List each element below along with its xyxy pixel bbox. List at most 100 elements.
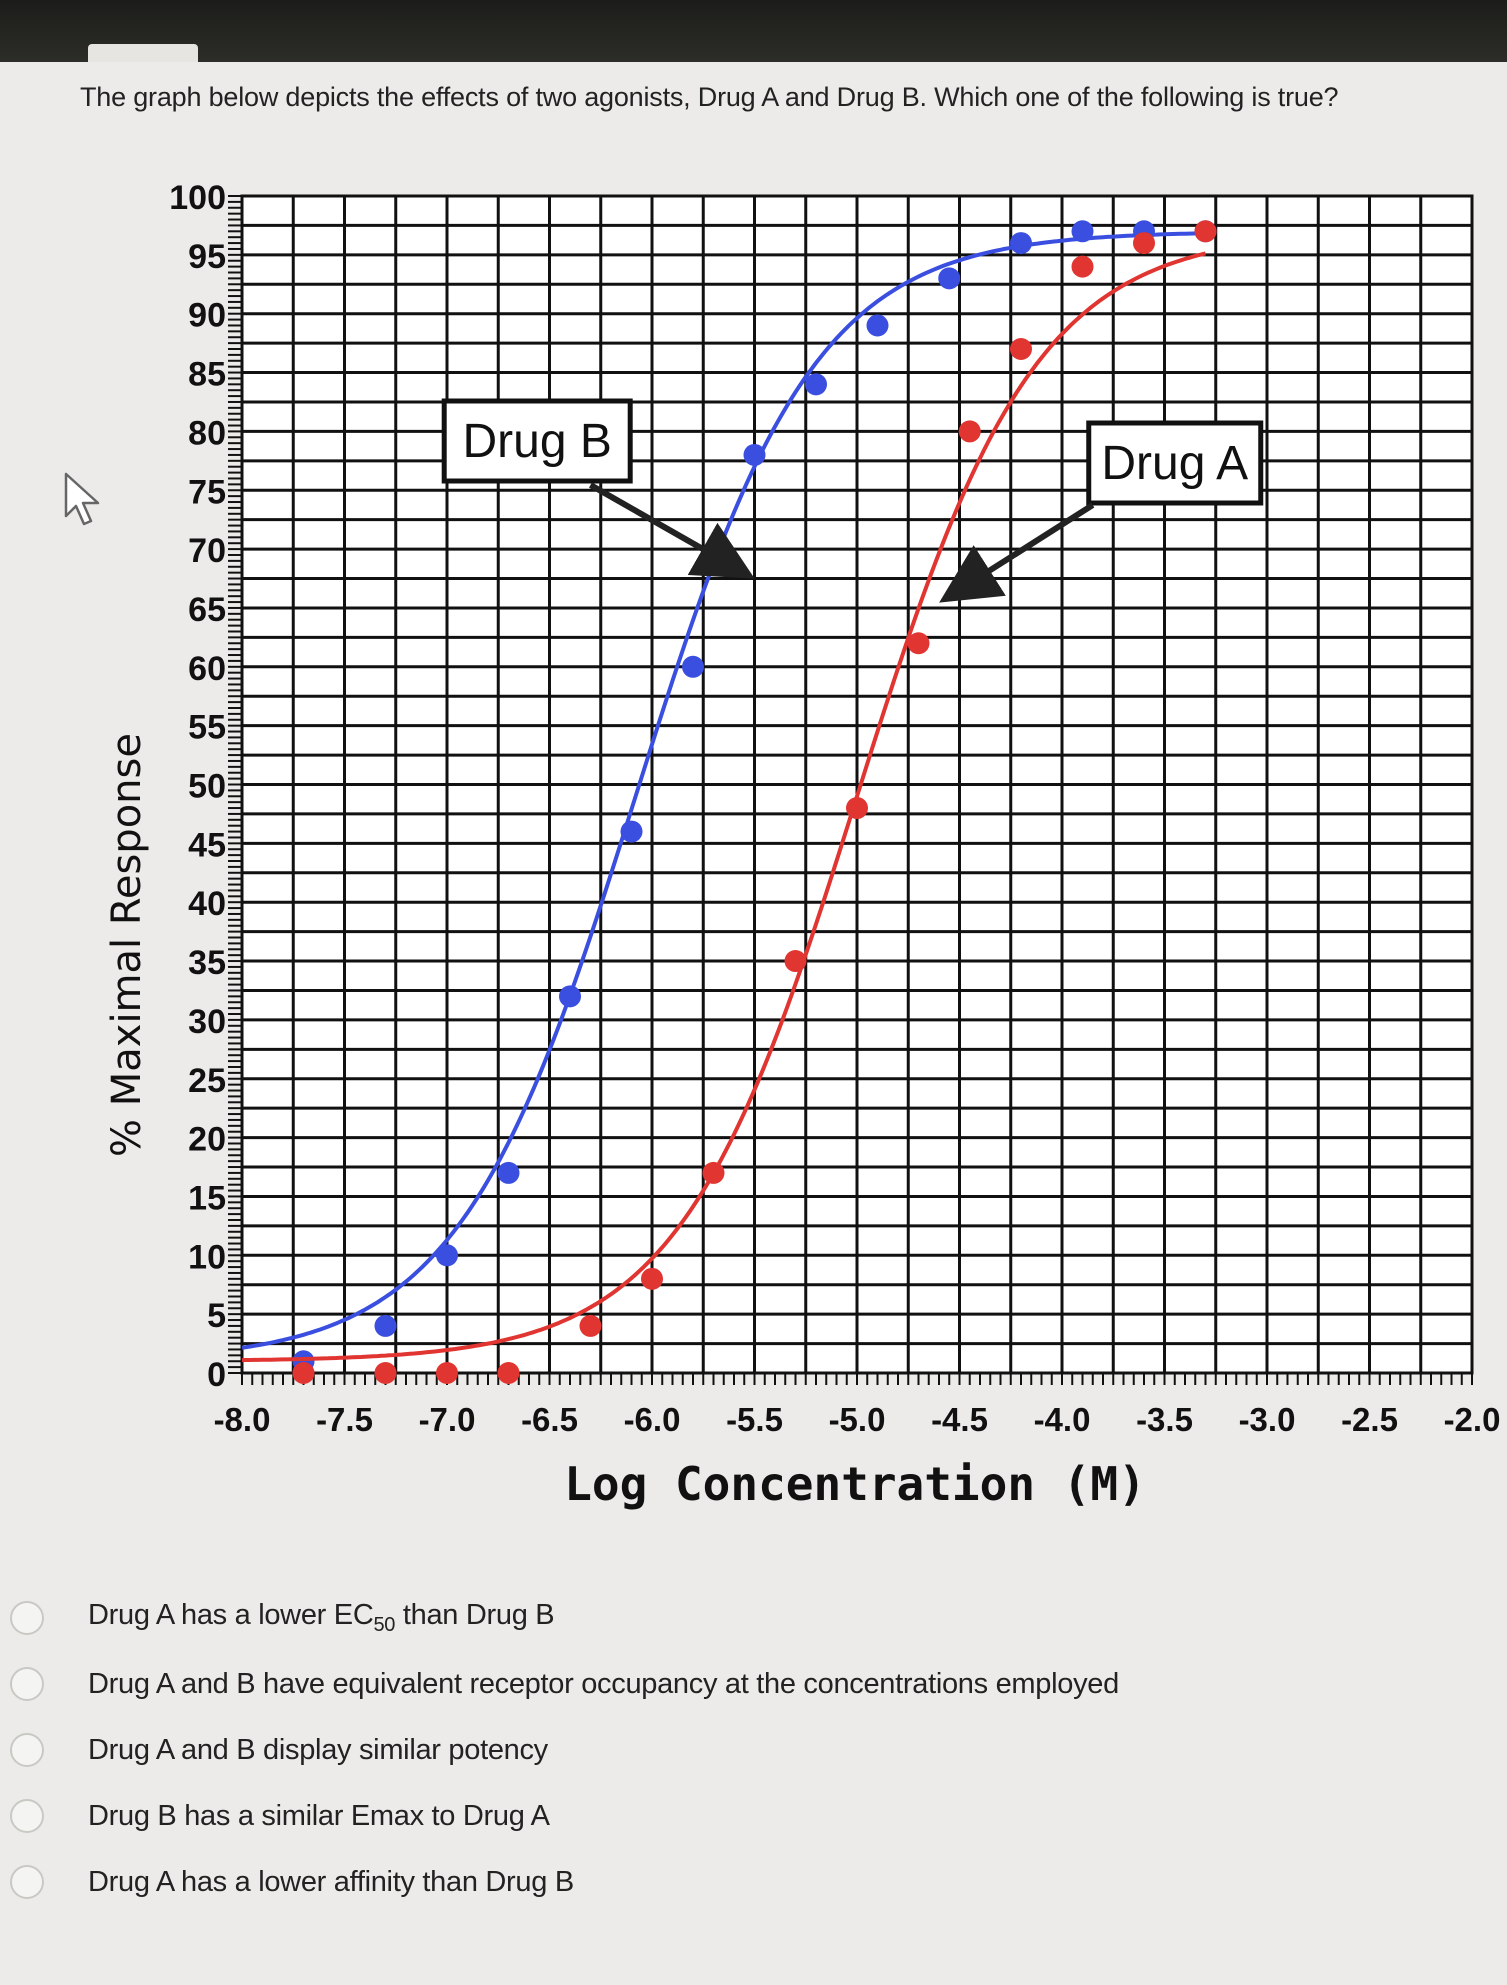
x-tick-label: -7.0 bbox=[419, 1401, 476, 1438]
radio-button[interactable] bbox=[10, 1601, 44, 1635]
y-tick-label: 65 bbox=[188, 591, 226, 629]
radio-button[interactable] bbox=[10, 1667, 44, 1701]
data-point-drug-b bbox=[682, 655, 704, 678]
y-tick-label: 45 bbox=[188, 826, 226, 864]
y-tick-label: 40 bbox=[188, 885, 226, 923]
x-tick-label: -8.0 bbox=[214, 1401, 271, 1438]
data-point-drug-b bbox=[1071, 220, 1094, 243]
answer-option[interactable]: Drug A has a lower EC50 than Drug B bbox=[10, 1585, 1119, 1651]
data-point-drug-b bbox=[497, 1161, 520, 1184]
data-point-drug-b bbox=[866, 314, 889, 337]
radio-button[interactable] bbox=[10, 1799, 44, 1833]
x-tick-label: -5.0 bbox=[829, 1401, 886, 1438]
data-point-drug-a bbox=[907, 632, 930, 655]
option-text-suffix: than Drug B bbox=[395, 1599, 555, 1632]
y-tick-label: 55 bbox=[188, 709, 226, 747]
option-text: Drug A and B display similar potency bbox=[88, 1733, 548, 1766]
option-label: Drug B has a similar Emax to Drug A bbox=[88, 1800, 550, 1833]
chart-grid bbox=[240, 194, 1474, 1375]
y-tick-labels: 0 5 10 15 20 25 30 35 40 45 50 55 60 65 70 75 80 85 90 95 10… bbox=[169, 179, 226, 1394]
x-tick-label: -2.5 bbox=[1341, 1401, 1398, 1438]
x-tick-label: -6.0 bbox=[624, 1401, 681, 1438]
y-axis-label: % Maximal Response bbox=[104, 733, 150, 1157]
radio-button[interactable] bbox=[10, 1733, 44, 1767]
browser-top-bar bbox=[0, 0, 1507, 62]
annotation-layer: Drug B Drug A bbox=[441, 398, 1264, 603]
x-tick-label: -7.5 bbox=[316, 1401, 373, 1438]
y-tick-label: 25 bbox=[188, 1062, 226, 1100]
annotation-box bbox=[1086, 420, 1264, 506]
x-tick-labels: -8.0 -7.5 -7.0 -6.5 -6.0 -5.5 -5.0 -4.5 -4.0 -3.5… bbox=[214, 1401, 1501, 1438]
data-point-drug-a bbox=[846, 797, 868, 820]
annotation-label: Drug A bbox=[1101, 437, 1248, 490]
y-tick-label: 15 bbox=[188, 1179, 226, 1217]
x-tick-label: -3.5 bbox=[1136, 1401, 1193, 1438]
data-point-drug-a bbox=[579, 1314, 602, 1337]
data-point-drug-a bbox=[374, 1362, 397, 1384]
y-tick-label: 20 bbox=[188, 1121, 226, 1159]
data-point-drug-b bbox=[374, 1314, 397, 1337]
answer-option[interactable]: Drug A has a lower affinity than Drug B bbox=[10, 1849, 1119, 1915]
y-tick-label: 75 bbox=[188, 473, 226, 511]
y-tick-label: 10 bbox=[188, 1238, 226, 1276]
option-label: Drug A and B have equivalent receptor oc… bbox=[88, 1668, 1119, 1701]
annotation-arrow bbox=[589, 482, 755, 579]
annotation-box bbox=[441, 398, 633, 484]
data-point-drug-b bbox=[436, 1244, 458, 1267]
annotation-label: Drug B bbox=[463, 415, 612, 468]
option-text: Drug B has a similar Emax to Drug A bbox=[88, 1799, 550, 1832]
y-tick-label: 35 bbox=[188, 944, 226, 982]
option-label: Drug A and B display similar potency bbox=[88, 1734, 548, 1767]
data-point-drug-a bbox=[1194, 220, 1217, 243]
data-point-drug-b bbox=[743, 443, 766, 466]
y-tick-label: 90 bbox=[188, 297, 226, 335]
answer-option[interactable]: Drug A and B have equivalent receptor oc… bbox=[10, 1651, 1119, 1717]
data-point-drug-a bbox=[497, 1362, 520, 1384]
y-tick-label: 100 bbox=[169, 179, 226, 217]
y-tick-label: 50 bbox=[188, 768, 226, 806]
y-tick-label: 0 bbox=[207, 1356, 226, 1394]
data-point-drug-a bbox=[1133, 232, 1155, 255]
y-tick-label: 95 bbox=[188, 238, 226, 276]
y-tick-label: 85 bbox=[188, 356, 226, 394]
data-point-drug-b bbox=[805, 373, 827, 396]
option-subscript: 50 bbox=[373, 1613, 396, 1636]
data-point-drug-a bbox=[1010, 338, 1032, 361]
data-point-drug-b bbox=[620, 820, 643, 843]
x-tick-label: -2.0 bbox=[1444, 1401, 1501, 1438]
x-tick-label: -4.5 bbox=[931, 1401, 988, 1438]
x-tick-label: -4.0 bbox=[1034, 1401, 1091, 1438]
data-point-drug-b bbox=[1010, 232, 1032, 255]
data-point-drug-a bbox=[1071, 255, 1094, 278]
annotation-arrow bbox=[939, 502, 1095, 603]
x-axis-label: Log Concentration (M) bbox=[564, 1457, 1146, 1511]
x-tick-label: -6.5 bbox=[521, 1401, 578, 1438]
x-tick-label: -5.5 bbox=[726, 1401, 783, 1438]
option-text: Drug A and B have equivalent receptor oc… bbox=[88, 1667, 1119, 1700]
fit-curve-drug-a bbox=[241, 251, 1206, 1363]
y-tick-label: 70 bbox=[188, 532, 226, 570]
y-tick-label: 30 bbox=[188, 1003, 226, 1041]
answer-option[interactable]: Drug A and B display similar potency bbox=[10, 1717, 1119, 1783]
data-point-drug-a bbox=[784, 950, 807, 973]
data-point-drug-a bbox=[292, 1362, 315, 1384]
data-point-drug-a bbox=[958, 420, 981, 443]
y-tick-label: 80 bbox=[188, 414, 226, 452]
data-point-drug-b bbox=[559, 985, 581, 1008]
x-tick-label: -3.0 bbox=[1239, 1401, 1296, 1438]
data-point-drug-a bbox=[641, 1267, 663, 1290]
y-tick-label: 60 bbox=[188, 650, 226, 688]
radio-button[interactable] bbox=[10, 1865, 44, 1899]
option-text: Drug A has a lower affinity than Drug B bbox=[88, 1865, 574, 1898]
option-text: Drug A has a lower EC bbox=[88, 1599, 374, 1632]
question-text: The graph below depicts the effects of t… bbox=[80, 82, 1339, 112]
answer-options: Drug A has a lower EC50 than Drug B Drug … bbox=[10, 1585, 1119, 1915]
dose-response-chart: 0 5 10 15 20 25 30 35 40 45 50 55 60 65 70 75 80 85 90 95 10… bbox=[0, 150, 1507, 1555]
data-point-drug-a bbox=[702, 1161, 725, 1184]
data-point-drug-b bbox=[938, 267, 961, 290]
option-label: Drug A has a lower EC50 than Drug B bbox=[88, 1599, 555, 1637]
option-label: Drug A has a lower affinity than Drug B bbox=[88, 1866, 574, 1899]
top-tab bbox=[88, 44, 198, 62]
answer-option[interactable]: Drug B has a similar Emax to Drug A bbox=[10, 1783, 1119, 1849]
y-tick-label: 5 bbox=[207, 1297, 226, 1335]
